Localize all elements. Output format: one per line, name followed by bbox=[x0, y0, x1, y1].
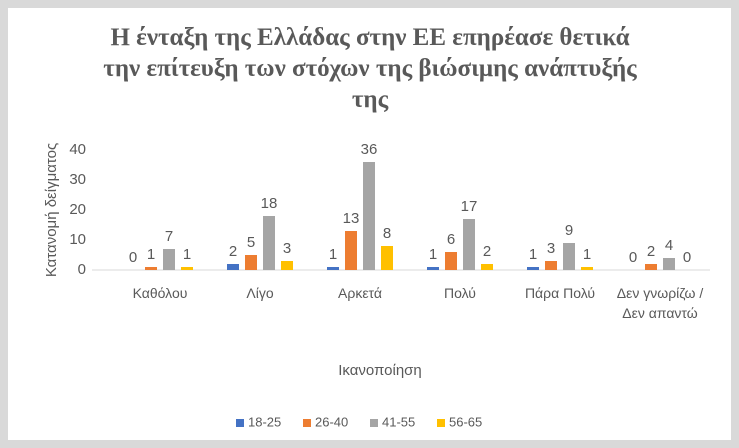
bar bbox=[463, 219, 475, 270]
data-label: 3 bbox=[283, 240, 291, 257]
bar bbox=[145, 267, 157, 270]
data-label: 36 bbox=[361, 141, 378, 158]
bar bbox=[427, 267, 439, 270]
bar bbox=[481, 264, 493, 270]
x-tick-label: Δεν γνωρίζω / Δεν απαντώ bbox=[616, 285, 704, 321]
data-label: 5 bbox=[247, 234, 255, 251]
legend-swatch bbox=[303, 419, 311, 427]
legend-swatch bbox=[437, 419, 445, 427]
data-label: 0 bbox=[683, 249, 691, 266]
x-axis-label: Ικανοποίηση bbox=[338, 362, 422, 379]
legend-swatch bbox=[236, 419, 244, 427]
y-tick-label: 20 bbox=[69, 201, 86, 218]
bar bbox=[363, 162, 375, 270]
legend-label: 26-40 bbox=[315, 414, 348, 429]
legend-label: 56-65 bbox=[449, 414, 482, 429]
data-label: 13 bbox=[343, 210, 360, 227]
legend-swatch bbox=[370, 419, 378, 427]
bar bbox=[581, 267, 593, 270]
data-label: 17 bbox=[461, 198, 478, 215]
data-label: 2 bbox=[647, 243, 655, 260]
y-tick-label: 0 bbox=[78, 261, 86, 278]
data-label: 1 bbox=[529, 246, 537, 263]
data-label: 0 bbox=[129, 249, 137, 266]
bar bbox=[563, 243, 575, 270]
data-label: 1 bbox=[429, 246, 437, 263]
data-label: 2 bbox=[483, 243, 491, 260]
data-label: 7 bbox=[165, 228, 173, 245]
bar bbox=[227, 264, 239, 270]
data-label: 0 bbox=[629, 249, 637, 266]
data-label: 1 bbox=[147, 246, 155, 263]
y-tick-label: 30 bbox=[69, 171, 86, 188]
data-label: 2 bbox=[229, 243, 237, 260]
data-label: 8 bbox=[383, 225, 391, 242]
bar bbox=[327, 267, 339, 270]
bar bbox=[645, 264, 657, 270]
y-tick-label: 40 bbox=[69, 141, 86, 158]
y-tick-label: 10 bbox=[69, 231, 86, 248]
bar bbox=[181, 267, 193, 270]
bar bbox=[445, 252, 457, 270]
data-label: 9 bbox=[565, 222, 573, 239]
data-label: 3 bbox=[547, 240, 555, 257]
x-tick-label: Αρκετά bbox=[338, 285, 382, 301]
bar bbox=[663, 258, 675, 270]
y-axis-label: Κατανομή δείγματος bbox=[43, 143, 60, 277]
bar bbox=[545, 261, 557, 270]
x-tick-label: Πολύ bbox=[444, 285, 476, 301]
data-label: 1 bbox=[329, 246, 337, 263]
x-tick-label: Πάρα Πολύ bbox=[524, 285, 596, 301]
legend-label: 41-55 bbox=[382, 414, 415, 429]
bar bbox=[381, 246, 393, 270]
bar bbox=[281, 261, 293, 270]
data-label: 1 bbox=[183, 246, 191, 263]
bar bbox=[263, 216, 275, 270]
x-tick-label: Καθόλου bbox=[132, 285, 188, 301]
bar bbox=[163, 249, 175, 270]
data-label: 18 bbox=[261, 195, 278, 212]
x-tick-label: Λίγο bbox=[246, 285, 274, 301]
data-label: 6 bbox=[447, 231, 455, 248]
chart-title: Η ένταξη της Ελλάδας στην ΕΕ επηρέασε θε… bbox=[103, 24, 637, 113]
bar bbox=[527, 267, 539, 270]
legend-label: 18-25 bbox=[248, 414, 281, 429]
data-label: 1 bbox=[583, 246, 591, 263]
bar bbox=[345, 231, 357, 270]
data-label: 4 bbox=[665, 237, 673, 254]
bar bbox=[245, 255, 257, 270]
